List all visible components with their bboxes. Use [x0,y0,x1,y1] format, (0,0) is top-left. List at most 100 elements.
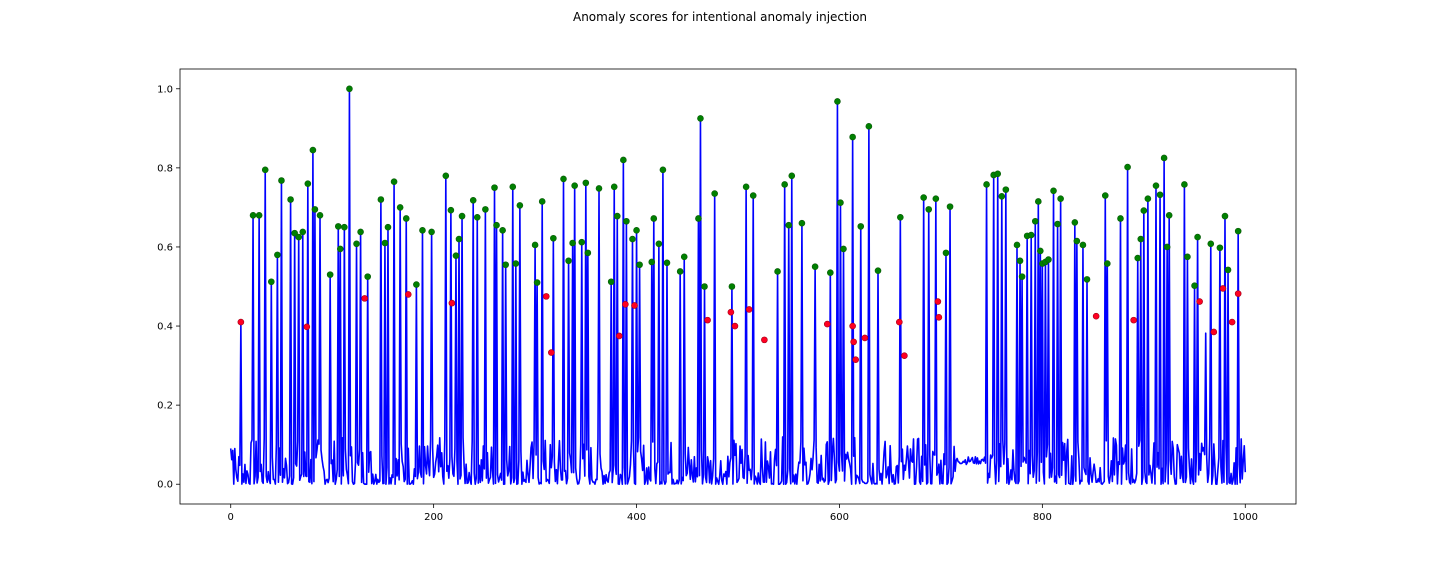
detected-point [636,261,643,269]
detected-point [1079,241,1087,249]
injected-point [849,322,856,330]
detected-point [316,212,324,219]
detected-point [473,213,481,221]
injected-point [1228,318,1236,326]
detected-point [655,240,663,248]
detected-point [920,194,927,201]
detected-point [1194,233,1201,241]
detected-point [1002,186,1010,193]
injected-point [896,318,903,326]
detected-point [1234,227,1242,235]
detected-point [629,235,636,243]
detected-point [419,227,426,234]
detected-point [648,258,656,266]
injected-point [1196,298,1203,305]
detected-point [827,269,834,276]
detected-point [442,172,450,180]
y-tick-label: 0.8 [157,163,173,174]
detected-point [1050,187,1057,195]
injected-point [1092,312,1100,320]
detected-point [291,229,298,237]
detected-point [1165,212,1173,219]
detected-point [711,190,718,197]
detected-point [447,206,455,214]
detected-point [455,235,463,243]
detected-point [785,221,793,229]
detected-point [255,212,263,219]
detected-point [1057,195,1064,203]
injected-point [361,295,368,302]
detected-point [571,182,578,189]
detected-point [1124,163,1131,171]
detected-point [1221,212,1229,220]
detected-point [261,166,269,174]
detected-point [578,238,586,246]
detected-point [516,202,524,209]
injected-point [852,356,859,363]
injected-point [934,298,942,305]
detected-point [278,177,285,184]
detected-point [728,283,736,290]
detected-point [569,239,576,247]
series-line-score [229,87,1247,486]
detected-point [531,241,539,249]
x-tick-label: 0 [228,512,234,523]
detected-point [509,183,517,191]
detected-point [249,212,257,219]
detected-point [865,123,873,130]
injected-point [1130,316,1137,324]
detected-point [304,180,312,187]
detected-point [1031,217,1039,225]
detected-point [274,251,281,259]
detected-point [1216,244,1224,252]
chart-title: Anomaly scores for intentional anomaly i… [572,10,868,24]
detected-point [1013,241,1021,249]
detected-point [1083,276,1091,283]
detected-point [377,196,385,203]
detected-point [925,206,933,213]
detected-point [458,212,466,220]
detected-point [268,278,275,286]
injected-point [404,291,412,298]
detected-point [538,198,546,205]
detected-point [364,273,371,280]
detected-point [749,192,757,199]
detected-point [998,193,1006,200]
detected-point [326,271,334,278]
detected-point [491,184,498,191]
detected-point [1156,191,1164,199]
detected-point [346,85,353,93]
detected-point [295,233,303,241]
detected-point [834,98,841,105]
detected-point [452,252,460,259]
detected-point [897,213,904,221]
injected-point [1219,285,1227,292]
detected-point [650,215,658,222]
detected-point [857,223,865,230]
x-tick-label: 600 [830,512,849,523]
detected-point [1144,195,1152,203]
detected-point [1137,235,1145,243]
detected-point [493,221,500,229]
detected-point [287,196,294,203]
detected-point [874,267,882,274]
detected-point [946,203,954,210]
injected-point [548,349,555,356]
detected-point [610,183,618,191]
detected-point [584,249,592,257]
injected-point [1210,328,1218,336]
detected-point [357,228,364,236]
detected-point [396,204,404,211]
detected-point [334,223,342,230]
injected-point [850,338,857,346]
detected-point [1071,219,1079,226]
injected-point [237,318,245,326]
detected-point [1134,254,1142,262]
detected-point [620,156,627,164]
injected-point [727,308,735,316]
detected-point [1181,181,1188,188]
detected-point [1073,237,1081,245]
injected-point [761,336,768,344]
detected-point [309,146,317,154]
